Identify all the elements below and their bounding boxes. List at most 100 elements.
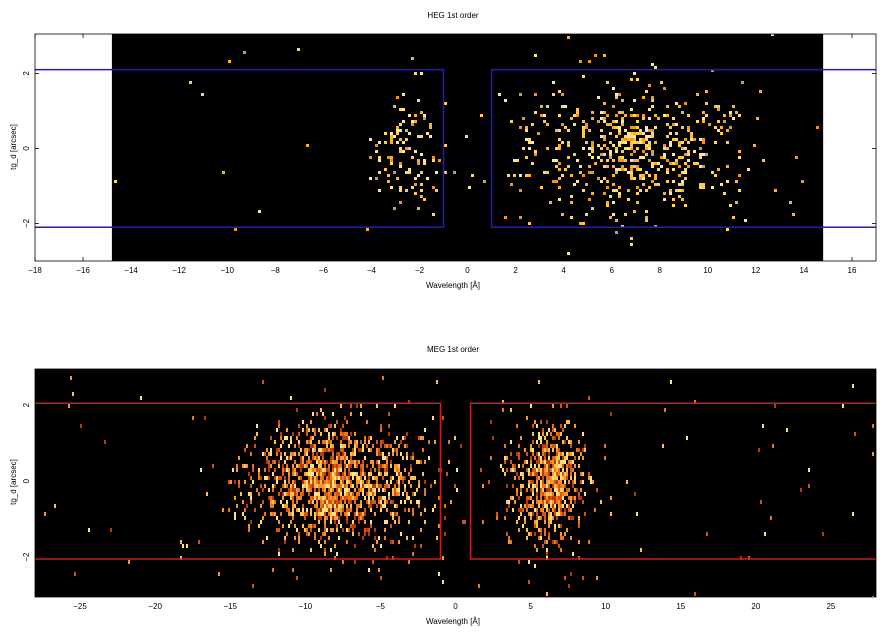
count-pixel <box>348 480 350 484</box>
count-pixel <box>621 99 624 102</box>
count-pixel <box>540 488 542 492</box>
count-pixel <box>374 500 376 504</box>
count-pixel <box>532 488 534 492</box>
count-pixel <box>314 456 316 460</box>
count-pixel <box>362 460 364 464</box>
count-pixel <box>392 556 394 560</box>
count-pixel <box>546 476 548 480</box>
count-pixel <box>306 532 308 536</box>
count-pixel <box>400 452 402 456</box>
count-pixel <box>540 516 542 520</box>
count-pixel <box>330 484 332 488</box>
count-pixel <box>240 492 242 496</box>
count-pixel <box>687 126 690 129</box>
count-pixel <box>554 472 556 476</box>
count-pixel <box>663 147 666 150</box>
count-pixel <box>530 504 532 508</box>
count-pixel <box>510 452 512 456</box>
count-pixel <box>278 492 280 496</box>
count-pixel <box>548 460 550 464</box>
count-pixel <box>268 460 270 464</box>
count-pixel <box>334 464 336 468</box>
count-pixel <box>372 476 374 480</box>
count-pixel <box>244 464 246 468</box>
count-pixel <box>606 81 609 84</box>
count-pixel <box>406 536 408 540</box>
count-pixel <box>398 444 400 448</box>
count-pixel <box>582 448 584 452</box>
count-pixel <box>566 452 568 456</box>
count-pixel <box>272 472 274 476</box>
count-pixel <box>654 177 657 180</box>
count-pixel <box>284 468 286 472</box>
count-pixel <box>352 528 354 532</box>
count-pixel <box>702 120 705 123</box>
count-pixel <box>334 424 336 428</box>
count-pixel <box>612 159 615 162</box>
count-pixel <box>603 192 606 195</box>
count-pixel <box>284 536 286 540</box>
count-pixel <box>603 120 606 123</box>
count-pixel <box>570 195 573 198</box>
x-tick-label: −4 <box>367 266 377 275</box>
count-pixel <box>346 528 348 532</box>
count-pixel <box>735 111 738 114</box>
count-pixel <box>648 135 651 138</box>
count-pixel <box>314 432 316 436</box>
count-pixel <box>387 156 390 159</box>
count-pixel <box>672 153 675 156</box>
count-pixel <box>110 528 112 532</box>
count-pixel <box>795 156 798 159</box>
count-pixel <box>274 440 276 444</box>
count-pixel <box>360 412 362 416</box>
count-pixel <box>546 420 548 424</box>
count-pixel <box>368 476 370 480</box>
count-pixel <box>678 189 681 192</box>
count-pixel <box>296 528 298 532</box>
count-pixel <box>290 484 292 488</box>
count-pixel <box>412 536 414 540</box>
count-pixel <box>310 468 312 472</box>
count-pixel <box>360 480 362 484</box>
count-pixel <box>370 520 372 524</box>
count-pixel <box>338 476 340 480</box>
count-pixel <box>552 444 554 448</box>
count-pixel <box>364 484 366 488</box>
count-pixel <box>555 159 558 162</box>
count-pixel <box>408 168 411 171</box>
count-pixel <box>456 488 458 492</box>
count-pixel <box>372 492 374 496</box>
count-pixel <box>556 444 558 448</box>
count-pixel <box>642 96 645 99</box>
count-pixel <box>590 476 592 480</box>
count-pixel <box>588 129 591 132</box>
count-pixel <box>218 572 220 576</box>
count-pixel <box>711 186 714 189</box>
count-pixel <box>562 512 564 516</box>
count-pixel <box>334 476 336 480</box>
count-pixel <box>296 508 298 512</box>
count-pixel <box>544 436 546 440</box>
count-pixel <box>302 480 304 484</box>
count-pixel <box>310 484 312 488</box>
count-pixel <box>340 432 342 436</box>
count-pixel <box>336 452 338 456</box>
count-pixel <box>264 512 266 516</box>
count-pixel <box>528 468 530 472</box>
count-pixel <box>268 496 270 500</box>
count-pixel <box>633 165 636 168</box>
detector-background <box>111 34 824 261</box>
count-pixel <box>352 472 354 476</box>
count-pixel <box>624 159 627 162</box>
count-pixel <box>669 141 672 144</box>
count-pixel <box>592 480 594 484</box>
count-pixel <box>648 129 651 132</box>
count-pixel <box>872 596 874 597</box>
count-pixel <box>390 524 392 528</box>
count-pixel <box>399 201 402 204</box>
count-pixel <box>406 432 408 436</box>
count-pixel <box>366 228 369 231</box>
count-pixel <box>578 520 580 524</box>
count-pixel <box>290 436 292 440</box>
